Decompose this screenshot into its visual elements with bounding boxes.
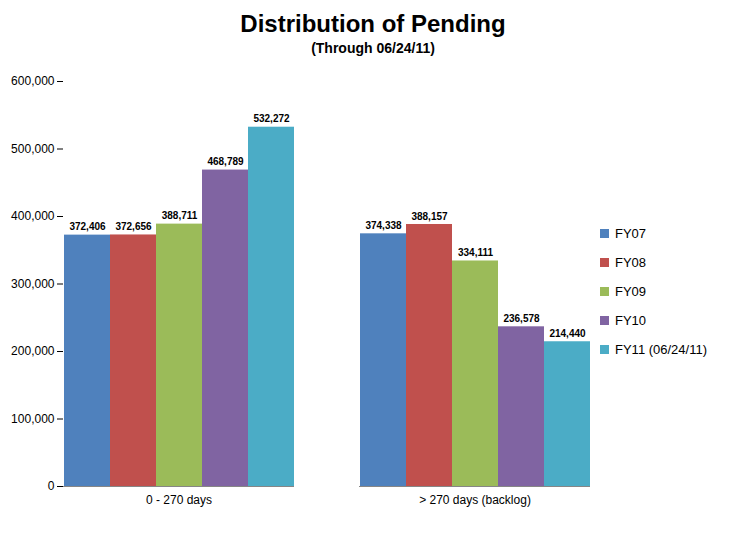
html-text:FY09: FY09 — [615, 283, 647, 299]
html-text:FY10: FY10 — [615, 312, 647, 328]
svg-text:0 - 270 days: 0 - 270 days — [146, 493, 212, 507]
html-text:FY08: FY08 — [615, 254, 647, 270]
svg-text:> 270 days (backlog): > 270 days (backlog) — [419, 493, 531, 507]
svg-text:334,111: 334,111 — [458, 247, 493, 258]
svg-text:400,000: 400,000 — [11, 209, 55, 223]
svg-text:300,000: 300,000 — [11, 277, 55, 291]
svg-text:200,000: 200,000 — [11, 344, 55, 358]
svg-text:372,406: 372,406 — [69, 221, 106, 232]
html-text:FY07: FY07 — [615, 225, 647, 241]
svg-text:600,000: 600,000 — [11, 74, 55, 88]
svg-text:500,000: 500,000 — [11, 142, 55, 156]
svg-text:372,656: 372,656 — [115, 221, 152, 232]
svg-text:388,711: 388,711 — [162, 210, 198, 221]
svg-text:214,440: 214,440 — [549, 328, 586, 339]
svg-text:532,272: 532,272 — [253, 113, 290, 124]
svg-text:236,578: 236,578 — [503, 313, 540, 324]
svg-text:100,000: 100,000 — [11, 412, 55, 426]
html-text:FY11 (06/24/11): FY11 (06/24/11) — [615, 341, 707, 357]
svg-text:374,338: 374,338 — [365, 220, 402, 231]
svg-text:388,157: 388,157 — [411, 211, 448, 222]
svg-text:468,789: 468,789 — [207, 156, 244, 167]
svg-text:0: 0 — [48, 479, 55, 493]
html-text:(Through 06/24/11): (Through 06/24/11) — [311, 40, 435, 56]
html-text:Distribution of Pending: Distribution of Pending — [240, 10, 506, 37]
